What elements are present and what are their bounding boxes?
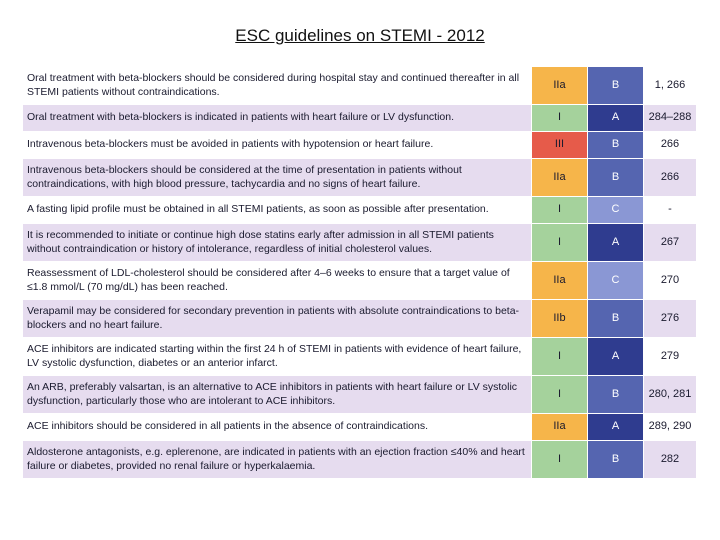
table-row: Aldosterone antagonists, e.g. eplerenone… (22, 440, 697, 479)
class-cell: IIa (531, 261, 588, 300)
level-cell: B (587, 66, 644, 105)
recommendation-text: Intravenous beta-blockers should be cons… (22, 158, 532, 197)
class-cell: I (531, 337, 588, 376)
table-row: ACE inhibitors should be considered in a… (22, 413, 697, 441)
reference-cell: 1, 266 (643, 66, 697, 105)
table-row: A fasting lipid profile must be obtained… (22, 196, 697, 224)
class-cell: I (531, 104, 588, 132)
reference-cell: - (643, 196, 697, 224)
reference-cell: 276 (643, 299, 697, 338)
table-row: Intravenous beta-blockers should be cons… (22, 158, 697, 197)
reference-cell: 282 (643, 440, 697, 479)
level-cell: A (587, 337, 644, 376)
recommendation-text: Oral treatment with beta-blockers is ind… (22, 104, 532, 132)
table-row: It is recommended to initiate or continu… (22, 223, 697, 262)
table-row: Oral treatment with beta-blockers should… (22, 66, 697, 105)
recommendations-table: Oral treatment with beta-blockers should… (22, 66, 697, 479)
recommendation-text: Oral treatment with beta-blockers should… (22, 66, 532, 105)
reference-cell: 279 (643, 337, 697, 376)
recommendation-text: A fasting lipid profile must be obtained… (22, 196, 532, 224)
reference-cell: 266 (643, 158, 697, 197)
reference-cell: 270 (643, 261, 697, 300)
recommendation-text: Reassessment of LDL-cholesterol should b… (22, 261, 532, 300)
recommendation-text: Aldosterone antagonists, e.g. eplerenone… (22, 440, 532, 479)
level-cell: A (587, 413, 644, 441)
level-cell: C (587, 196, 644, 224)
class-cell: IIa (531, 413, 588, 441)
class-cell: I (531, 375, 588, 414)
level-cell: B (587, 375, 644, 414)
class-cell: IIa (531, 158, 588, 197)
recommendation-text: An ARB, preferably valsartan, is an alte… (22, 375, 532, 414)
reference-cell: 280, 281 (643, 375, 697, 414)
reference-cell: 267 (643, 223, 697, 262)
table-row: Oral treatment with beta-blockers is ind… (22, 104, 697, 132)
class-cell: IIb (531, 299, 588, 338)
level-cell: A (587, 223, 644, 262)
level-cell: B (587, 299, 644, 338)
reference-cell: 266 (643, 131, 697, 159)
class-cell: IIa (531, 66, 588, 105)
class-cell: I (531, 223, 588, 262)
table-row: ACE inhibitors are indicated starting wi… (22, 337, 697, 376)
recommendation-text: It is recommended to initiate or continu… (22, 223, 532, 262)
recommendation-text: ACE inhibitors are indicated starting wi… (22, 337, 532, 376)
level-cell: A (587, 104, 644, 132)
level-cell: C (587, 261, 644, 300)
table-row: Verapamil may be considered for secondar… (22, 299, 697, 338)
level-cell: B (587, 158, 644, 197)
recommendation-text: Intravenous beta-blockers must be avoide… (22, 131, 532, 159)
class-cell: I (531, 196, 588, 224)
page-title: ESC guidelines on STEMI - 2012 (235, 26, 485, 45)
recommendation-text: ACE inhibitors should be considered in a… (22, 413, 532, 441)
table-row: An ARB, preferably valsartan, is an alte… (22, 375, 697, 414)
recommendation-text: Verapamil may be considered for secondar… (22, 299, 532, 338)
class-cell: I (531, 440, 588, 479)
table-row: Reassessment of LDL-cholesterol should b… (22, 261, 697, 300)
reference-cell: 289, 290 (643, 413, 697, 441)
class-cell: III (531, 131, 588, 159)
level-cell: B (587, 440, 644, 479)
level-cell: B (587, 131, 644, 159)
reference-cell: 284–288 (643, 104, 697, 132)
table-row: Intravenous beta-blockers must be avoide… (22, 131, 697, 159)
